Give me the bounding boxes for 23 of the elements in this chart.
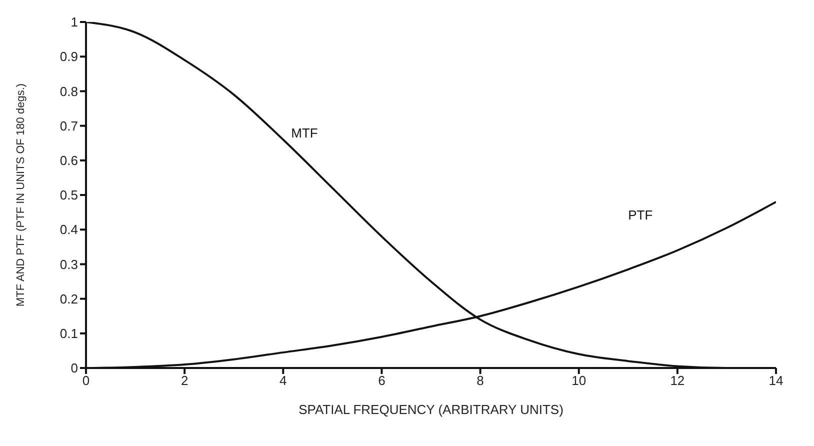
- x-tick-label: 4: [280, 373, 287, 388]
- x-tick-label: 0: [82, 373, 90, 388]
- y-tick-label: 0.9: [60, 49, 78, 64]
- text: PTF: [628, 207, 653, 222]
- x-tick-label: 8: [476, 373, 484, 388]
- x-tick-label: 10: [572, 373, 586, 388]
- x-axis-title: SPATIAL FREQUENCY (ARBITRARY UNITS): [298, 402, 564, 417]
- y-tick-label: 0.6: [60, 153, 78, 168]
- y-tick-label: 0.4: [60, 222, 78, 238]
- x-tick-label: 6: [378, 373, 386, 388]
- y-axis-title: MTF AND PTF (PTF IN UNITS OF 180 degs.): [14, 83, 27, 307]
- x-tick-label: 2: [180, 373, 188, 388]
- y-tick-label: 0.3: [60, 256, 78, 272]
- y-tick-label: 0: [70, 360, 78, 376]
- y-tick-label: 0.5: [60, 188, 78, 203]
- x-tick-label: 14: [768, 373, 784, 388]
- y-tick-label: 1: [70, 14, 78, 30]
- x-tick-label: 12: [670, 373, 685, 388]
- y-tick-label: 0.1: [60, 326, 78, 342]
- series-label: MTF: [291, 126, 318, 141]
- y-tick-label: 0.8: [60, 84, 78, 99]
- y-tick-label: 0.2: [60, 291, 78, 306]
- y-tick-label: 0.7: [60, 118, 78, 134]
